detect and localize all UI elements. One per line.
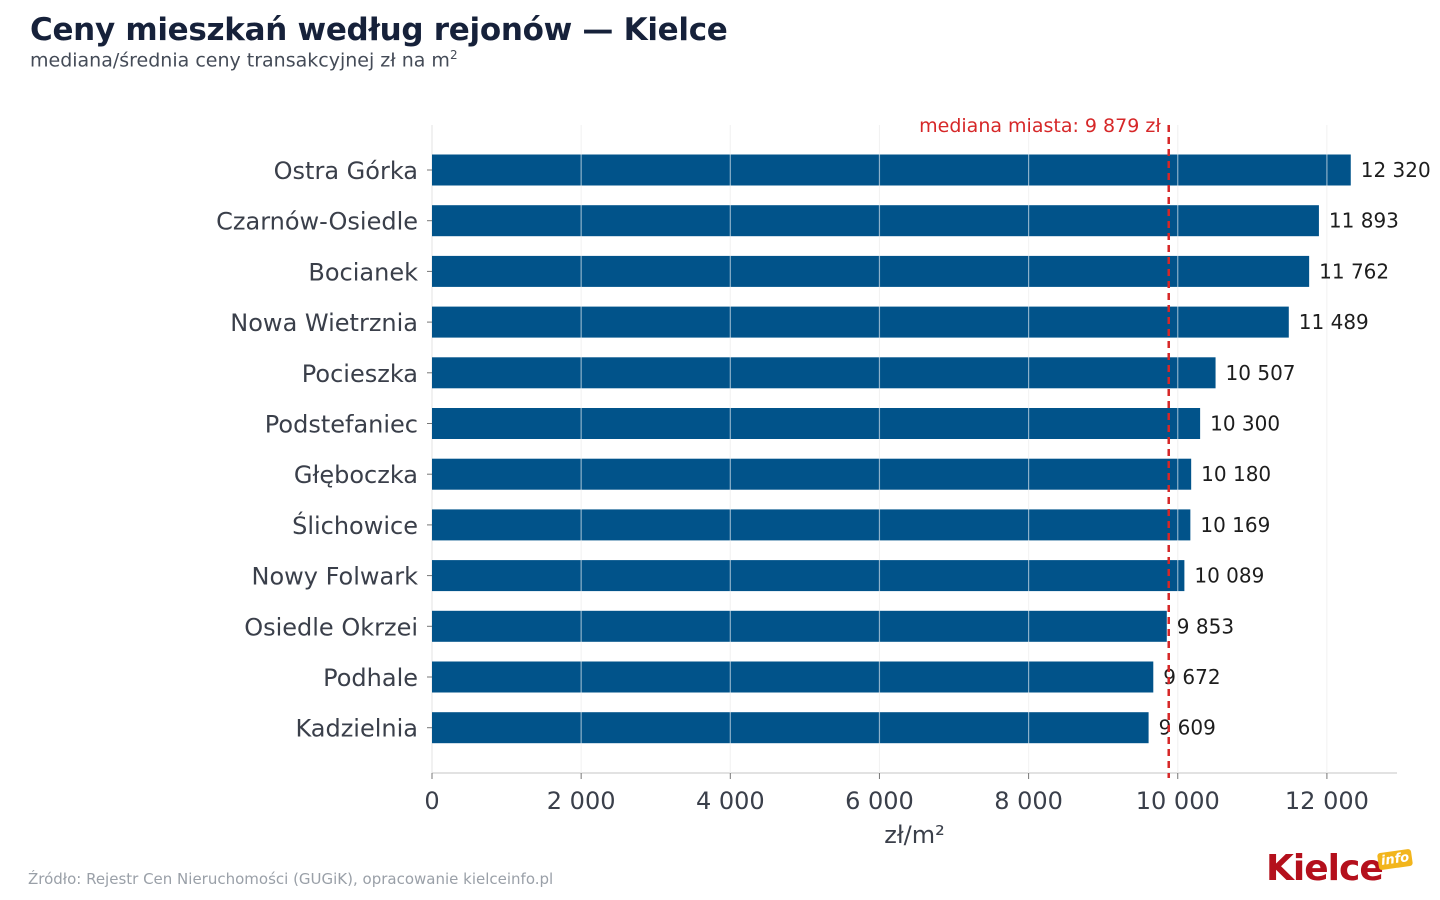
category-label: Nowy Folwark	[252, 563, 419, 591]
x-tick-label: 0	[424, 787, 439, 815]
bar	[432, 509, 1191, 541]
bar	[432, 458, 1192, 490]
chart-subtitle: mediana/średnia ceny transakcyjnej zł na…	[30, 48, 458, 71]
x-tick-label: 10 000	[1136, 787, 1220, 815]
bar	[432, 357, 1216, 389]
value-label: 10 507	[1226, 361, 1296, 385]
value-label: 9 853	[1177, 614, 1234, 638]
value-label: 11 489	[1299, 310, 1369, 334]
x-tick-label: 2 000	[547, 787, 616, 815]
category-label: Bocianek	[308, 258, 418, 286]
category-label: Podhale	[323, 664, 418, 692]
value-label: 12 320	[1361, 158, 1431, 182]
x-tick-label: 4 000	[696, 787, 765, 815]
x-axis-title: zł/m²	[884, 821, 945, 849]
category-label: Kadzielnia	[295, 715, 418, 743]
logo-badge: info	[1376, 848, 1414, 871]
bar	[432, 712, 1149, 744]
bar	[432, 661, 1154, 693]
category-label: Czarnów-Osiedle	[216, 208, 418, 236]
value-label: 9 609	[1159, 716, 1216, 740]
bar	[432, 154, 1351, 186]
value-label: 10 169	[1200, 513, 1270, 537]
bar	[432, 306, 1289, 338]
bar	[432, 255, 1310, 287]
x-tick-label: 6 000	[845, 787, 914, 815]
kielceinfo-logo: Kielce info	[1266, 848, 1416, 892]
value-label: 11 893	[1329, 209, 1399, 233]
value-label: 10 300	[1210, 412, 1280, 436]
source-note: Źródło: Rejestr Cen Nieruchomości (GUGiK…	[28, 870, 554, 888]
category-label: Podstefaniec	[265, 411, 418, 439]
median-reference-label: mediana miasta: 9 879 zł	[919, 115, 1161, 137]
subtitle-superscript: 2	[449, 48, 458, 62]
category-label: Pocieszka	[302, 360, 418, 388]
category-label: Ślichowice	[292, 510, 418, 540]
bar-chart: Ostra Górka Czarnów-Osiedle Bocianek Nowa W…	[216, 115, 1431, 849]
chart-title: Ceny mieszkań według rejonów — Kielce	[30, 12, 728, 48]
category-label: Głęboczka	[294, 461, 418, 489]
value-label: 11 762	[1319, 259, 1389, 283]
bar	[432, 408, 1201, 439]
subtitle-text: mediana/średnia ceny transakcyjnej zł na…	[30, 49, 450, 72]
value-label: 10 089	[1194, 564, 1264, 588]
category-label: Osiedle Okrzei	[244, 613, 418, 641]
bar	[432, 610, 1167, 642]
category-label: Nowa Wietrznia	[230, 309, 418, 337]
value-label: 10 180	[1201, 462, 1271, 486]
value-label: 9 672	[1163, 665, 1220, 689]
x-tick-label: 8 000	[994, 787, 1063, 815]
x-tick-label: 12 000	[1285, 787, 1369, 815]
category-label: Ostra Górka	[274, 157, 418, 185]
bar	[432, 560, 1185, 592]
bar	[432, 205, 1319, 237]
logo-wordmark: Kielce	[1266, 848, 1384, 889]
